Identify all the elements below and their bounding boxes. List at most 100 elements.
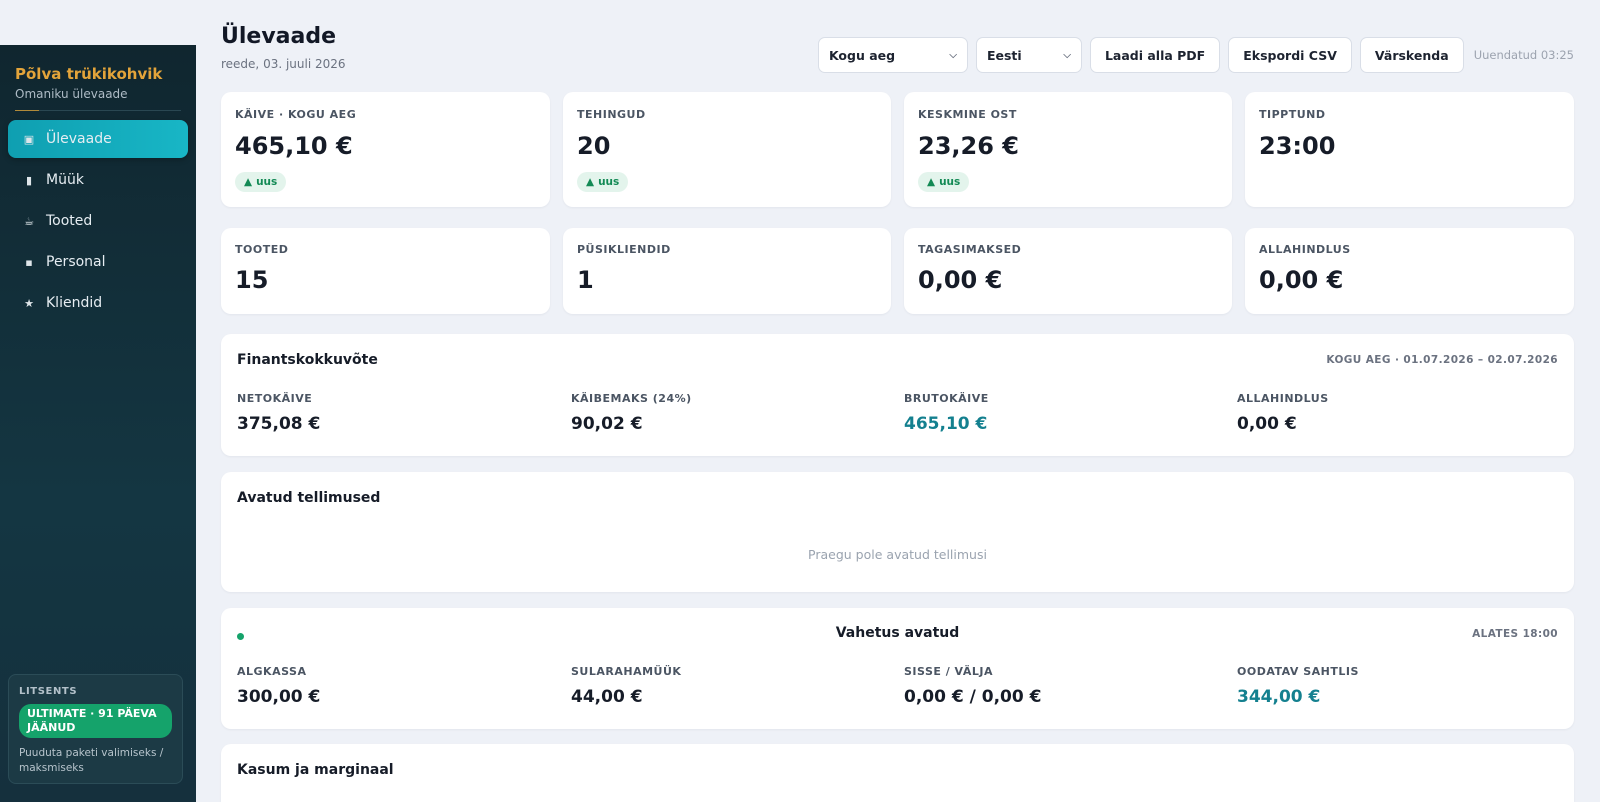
metric-label: BRUTOKÄIVE [904, 392, 989, 405]
stat-value: 0,00 € [918, 266, 1003, 294]
metric-discount: ALLAHINDLUS 0,00 € [1237, 392, 1329, 434]
financial-summary-card: Finantskokkuvõte KOGU AEG · 01.07.2026 –… [221, 334, 1574, 456]
metric-label: KÄIBEMAKS (24%) [571, 392, 692, 405]
up-arrow-icon: ▲ [244, 176, 253, 188]
sidebar-item-staff[interactable]: ▪ Personal [8, 243, 188, 281]
metric-value: 300,00 € [237, 687, 321, 707]
stat-card-turnover: KÄIVE · KOGU AEG 465,10 € ▲ uus [221, 92, 550, 207]
license-panel[interactable]: LITSENTS ULTIMATE · 91 PÄEVA JÄÄNUD Puud… [8, 674, 183, 784]
sidebar-item-label: Kliendid [46, 295, 103, 311]
section-title: Avatud tellimused [237, 490, 381, 506]
brand-divider [15, 110, 181, 111]
metric-value: 375,08 € [237, 414, 321, 434]
page-title: Ülevaade [221, 24, 337, 49]
star-icon: ★ [24, 296, 34, 310]
period-select-value: Kogu aeg [828, 47, 896, 63]
stat-card-products: TOOTED 15 [221, 228, 550, 314]
receipt-icon: ▮ [25, 173, 33, 187]
stat-card-loyal-customers: PÜSIKLIENDID 1 [563, 228, 891, 314]
stat-card-transactions: TEHINGUD 20 ▲ uus [563, 92, 891, 207]
metric-net-turnover: NETOKÄIVE 375,08 € [237, 392, 320, 434]
stat-label: TOOTED [235, 243, 289, 256]
sidebar-item-sales[interactable]: ▮ Müük [8, 161, 188, 199]
stat-card-refunds: TAGASIMAKSED 0,00 € [904, 228, 1232, 314]
stat-value: 1 [577, 266, 594, 294]
metric-expected-drawer: OODATAV SAHTLIS 344,00 € [1237, 665, 1359, 707]
section-title: Kasum ja marginaal [237, 762, 394, 778]
last-updated: Uuendatud 03:25 [1473, 48, 1574, 62]
brand-name: Põlva trükikohvik [15, 65, 163, 83]
staff-icon: ▪ [25, 255, 33, 269]
stat-label: KESKMINE OST [918, 108, 1017, 121]
brand: Põlva trükikohvik Omaniku ülevaade [0, 45, 196, 101]
stat-card-average-purchase: KESKMINE OST 23,26 € ▲ uus [904, 92, 1232, 207]
sidebar-item-label: Personal [46, 254, 106, 270]
section-title: Vahetus avatud [835, 625, 960, 641]
metric-label: NETOKÄIVE [237, 392, 313, 405]
delta-badge: ▲ uus [918, 172, 970, 192]
sidebar-item-customers[interactable]: ★ Kliendid [8, 284, 188, 322]
metric-value: 44,00 € [571, 687, 643, 707]
stat-value: 23,26 € [918, 132, 1019, 160]
metric-value: 465,10 € [904, 414, 988, 434]
metric-in-out: SISSE / VÄLJA 0,00 € / 0,00 € [904, 665, 1041, 707]
download-pdf-button[interactable]: Laadi alla PDF [1089, 37, 1221, 73]
metric-label: OODATAV SAHTLIS [1237, 665, 1359, 678]
section-title: Finantskokkuvõte [237, 352, 378, 368]
license-badge: ULTIMATE · 91 PÄEVA JÄÄNUD [19, 704, 172, 738]
stat-value: 465,10 € [235, 132, 353, 160]
metric-vat: KÄIBEMAKS (24%) 90,02 € [571, 392, 692, 434]
section-meta: KOGU AEG · 01.07.2026 – 02.07.2026 [1326, 354, 1558, 366]
stat-value: 20 [577, 132, 611, 160]
empty-state: Praegu pole avatud tellimusi [808, 547, 987, 562]
delta-badge: ▲ uus [235, 172, 287, 192]
delta-label: uus [598, 176, 620, 188]
metric-value: 90,02 € [571, 414, 643, 434]
chevron-down-icon: ⌵ [1063, 49, 1071, 61]
stat-value: 23:00 [1259, 132, 1336, 160]
stat-label: TAGASIMAKSED [918, 243, 1022, 256]
sidebar-item-products[interactable]: ☕ Tooted [8, 202, 188, 240]
license-title: LITSENTS [19, 686, 78, 697]
page-date: reede, 03. juuli 2026 [221, 57, 346, 71]
metric-gross-turnover: BRUTOKÄIVE 465,10 € [904, 392, 989, 434]
metric-value: 344,00 € [1237, 687, 1321, 707]
delta-label: uus [256, 176, 278, 188]
stat-label: ALLAHINDLUS [1259, 243, 1351, 256]
up-arrow-icon: ▲ [586, 176, 595, 188]
period-select[interactable]: Kogu aeg ⌵ [817, 37, 968, 73]
stat-label: TIPPTUND [1259, 108, 1326, 121]
metric-value: 0,00 € [1237, 414, 1297, 434]
delta-badge: ▲ uus [577, 172, 629, 192]
up-arrow-icon: ▲ [927, 176, 936, 188]
dashboard-icon: ▣ [23, 132, 35, 146]
sidebar-item-label: Müük [46, 172, 84, 188]
brand-subtitle: Omaniku ülevaade [15, 87, 128, 101]
status-dot-icon [237, 633, 244, 640]
metric-label: ALGKASSA [237, 665, 307, 678]
metric-label: SISSE / VÄLJA [904, 665, 993, 678]
metric-opening-cash: ALGKASSA 300,00 € [237, 665, 320, 707]
language-select-value: Eesti [986, 47, 1022, 63]
refresh-button[interactable]: Värskenda [1359, 37, 1464, 73]
metric-label: ALLAHINDLUS [1237, 392, 1329, 405]
toolbar: Kogu aeg ⌵ Eesti ⌵ Laadi alla PDF Ekspor… [817, 37, 1574, 73]
stat-label: TEHINGUD [577, 108, 646, 121]
language-select[interactable]: Eesti ⌵ [975, 37, 1082, 73]
metric-cash-sales: SULARAHAMÜÜK 44,00 € [571, 665, 681, 707]
stat-card-discount: ALLAHINDLUS 0,00 € [1245, 228, 1574, 314]
open-orders-card: Avatud tellimused Praegu pole avatud tel… [221, 472, 1574, 592]
coffee-icon: ☕ [24, 214, 34, 228]
shift-card: Vahetus avatud ALATES 18:00 ALGKASSA 300… [221, 608, 1574, 729]
export-csv-button[interactable]: Ekspordi CSV [1228, 37, 1352, 73]
sidebar-item-label: Ülevaade [46, 131, 112, 147]
stat-card-peak-hour: TIPPTUND 23:00 [1245, 92, 1574, 207]
stat-value: 15 [235, 266, 269, 294]
license-note: Puuduta paketi valimiseks / maksmiseks [19, 747, 164, 774]
sidebar-item-overview[interactable]: ▣ Ülevaade [8, 120, 188, 158]
chevron-down-icon: ⌵ [949, 49, 957, 61]
section-meta: ALATES 18:00 [1472, 628, 1558, 640]
sidebar: Põlva trükikohvik Omaniku ülevaade ▣ Üle… [0, 45, 196, 802]
sidebar-item-label: Tooted [46, 213, 93, 229]
delta-label: uus [939, 176, 961, 188]
